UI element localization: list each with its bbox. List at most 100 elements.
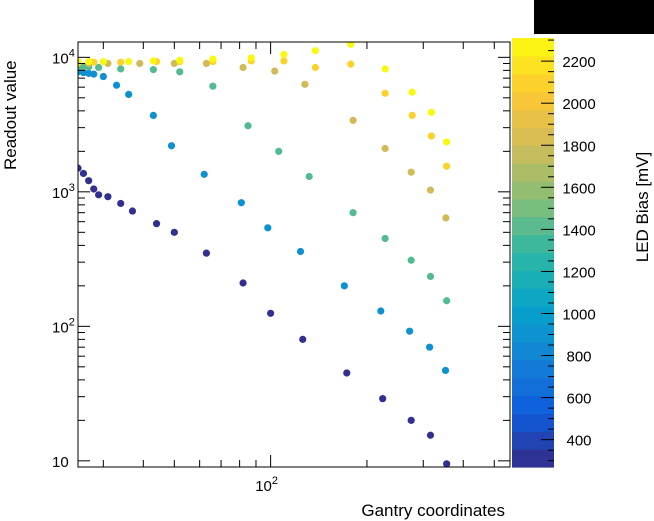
colorbar-band xyxy=(512,127,554,146)
data-point xyxy=(112,81,121,89)
data-point xyxy=(377,307,385,315)
data-point xyxy=(311,47,319,55)
data-point xyxy=(95,191,103,199)
data-point xyxy=(85,177,93,185)
data-point xyxy=(202,249,211,257)
colorbar-band xyxy=(512,163,554,182)
data-point xyxy=(125,90,133,99)
data-point xyxy=(176,68,184,76)
data-point xyxy=(280,50,288,59)
colorbar-tick-label: 1400 xyxy=(562,222,595,239)
data-point xyxy=(426,186,435,194)
data-point xyxy=(408,111,416,120)
colorbar-band xyxy=(512,270,554,289)
data-point xyxy=(381,89,389,97)
colorbar-tick-label: 2200 xyxy=(562,54,595,71)
colorbar-band xyxy=(512,38,554,57)
colorbar-band xyxy=(512,109,554,128)
colorbar-band xyxy=(512,431,554,450)
top-right-black-box xyxy=(534,0,654,34)
y-tick-label: 102 xyxy=(52,316,75,336)
colorbar-tick-labels: 400 600 800 1000 1200 1400 1600 1800 2000 2200 xyxy=(562,54,595,450)
colorbar-band xyxy=(512,413,554,432)
colorbar-band xyxy=(512,377,554,397)
data-point xyxy=(340,282,348,290)
data-point xyxy=(128,207,137,215)
y-tick-label: 10 xyxy=(52,454,69,471)
data-point xyxy=(426,272,435,281)
colorbar-band xyxy=(512,306,554,325)
colorbar-band xyxy=(512,234,554,254)
colorbar-band xyxy=(512,181,554,200)
data-point xyxy=(407,416,415,424)
colorbar-band xyxy=(512,288,554,307)
plot-frame xyxy=(77,41,511,468)
x-axis-tick-labels: 102 xyxy=(255,475,278,495)
data-point xyxy=(299,335,307,343)
data-point xyxy=(349,116,357,124)
colorbar-band xyxy=(512,252,554,271)
colorbar-ticks xyxy=(541,39,554,462)
data-point xyxy=(95,63,103,72)
data-point xyxy=(407,168,415,176)
data-point xyxy=(176,56,184,64)
data-point xyxy=(136,59,144,68)
y-axis-ticks xyxy=(78,56,510,468)
data-point xyxy=(443,162,451,170)
data-point xyxy=(301,80,309,88)
data-point xyxy=(264,224,272,232)
data-point xyxy=(237,199,245,207)
data-point xyxy=(209,55,217,63)
data-point xyxy=(379,395,387,403)
data-point xyxy=(381,234,389,243)
data-point xyxy=(200,170,208,178)
data-point xyxy=(442,214,450,222)
data-point xyxy=(239,63,247,72)
colorbar-band xyxy=(512,55,554,75)
data-point xyxy=(125,57,133,66)
data-point xyxy=(202,59,211,68)
colorbar-band xyxy=(512,359,554,379)
data-point xyxy=(296,247,305,256)
x-axis-label: Gantry coordinates xyxy=(361,501,505,520)
colorbar-band xyxy=(512,324,554,343)
data-point xyxy=(99,72,107,81)
colorbar-tick-label: 1800 xyxy=(562,138,595,155)
data-point xyxy=(170,59,178,68)
y-tick-label: 103 xyxy=(52,182,75,202)
data-point xyxy=(79,63,88,71)
x-tick-label: 102 xyxy=(255,475,278,495)
data-point xyxy=(381,144,389,153)
data-point xyxy=(170,228,178,236)
data-point xyxy=(90,70,98,78)
x-axis-ticks xyxy=(102,42,495,467)
data-point xyxy=(117,65,125,73)
data-point xyxy=(443,297,451,305)
data-point xyxy=(152,220,161,228)
data-point xyxy=(117,58,125,66)
colorbar xyxy=(512,38,554,468)
colorbar-tick-label: 800 xyxy=(566,349,591,366)
colorbar-band xyxy=(512,198,554,218)
data-point xyxy=(343,369,351,377)
colorbar-tick-label: 2000 xyxy=(562,96,595,113)
data-point xyxy=(426,343,434,351)
data-point xyxy=(209,82,217,90)
data-point xyxy=(79,169,88,178)
data-point xyxy=(280,57,288,65)
y-axis-label: Readout value xyxy=(1,60,20,170)
data-point xyxy=(149,66,157,74)
data-point xyxy=(239,279,247,287)
colorbar-tick-label: 600 xyxy=(566,391,591,408)
colorbar-band xyxy=(512,73,554,93)
data-point xyxy=(104,193,112,201)
colorbar-band xyxy=(512,449,554,468)
data-point xyxy=(406,327,414,335)
data-point xyxy=(78,164,82,172)
data-point xyxy=(271,67,279,75)
data-points xyxy=(78,42,451,467)
data-point xyxy=(149,111,157,120)
data-point xyxy=(443,460,451,467)
colorbar-tick-label: 400 xyxy=(566,433,591,450)
y-tick-label: 104 xyxy=(52,47,75,67)
